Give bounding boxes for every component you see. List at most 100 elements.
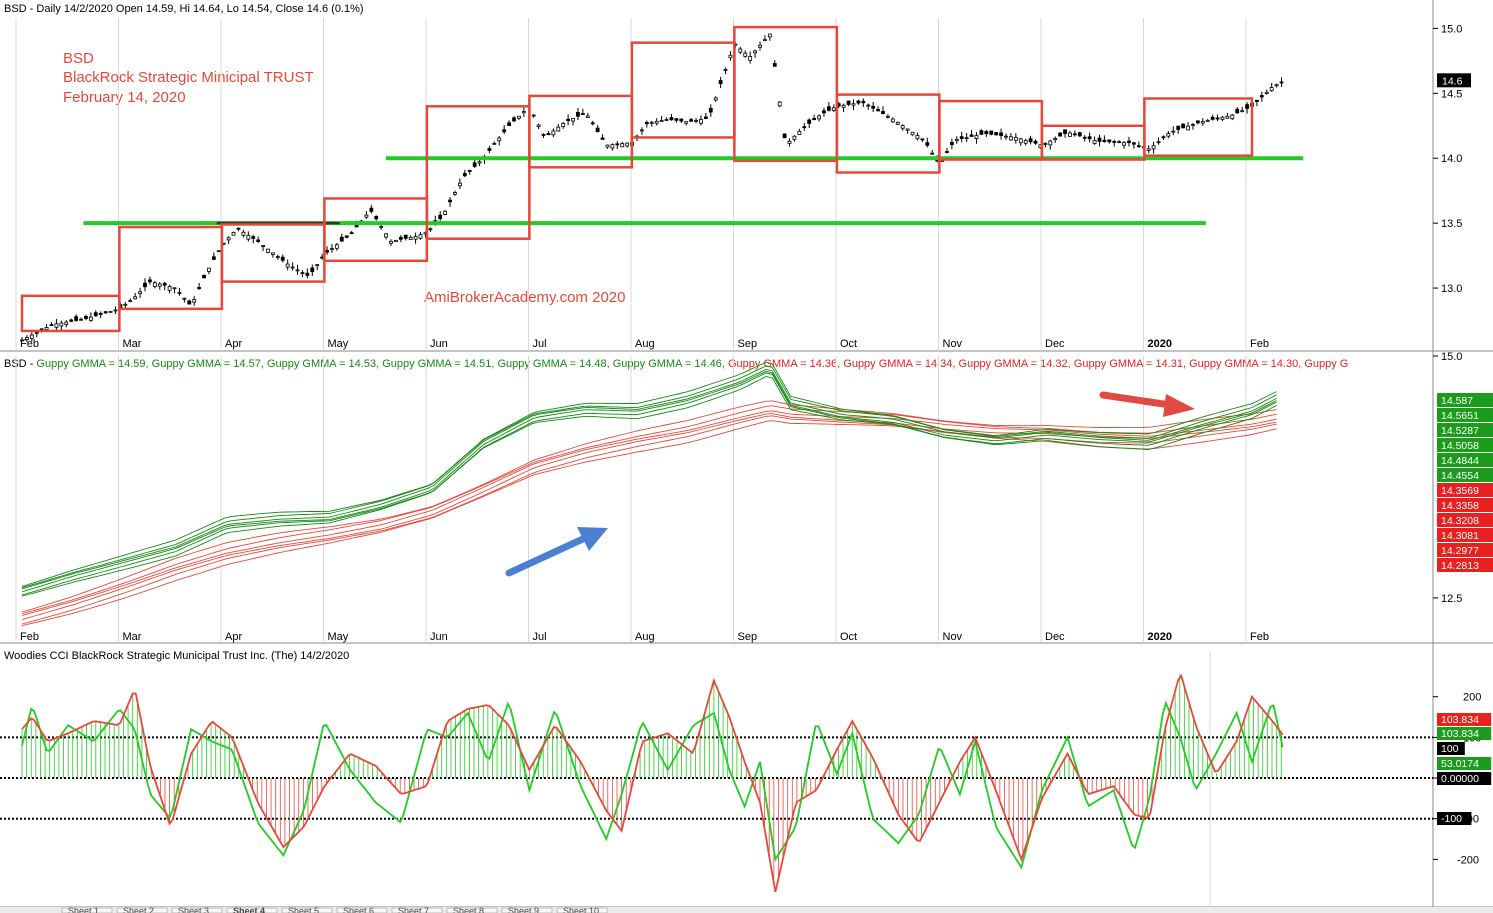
price-candle-body	[792, 135, 797, 140]
price-month-label: Oct	[840, 338, 857, 350]
price-candle-body	[1072, 133, 1077, 136]
price-candle-body	[305, 272, 310, 276]
price-candle-body	[777, 101, 782, 107]
price-candle-body	[1166, 133, 1171, 137]
price-candle-body	[157, 283, 162, 287]
price-candle-body	[1176, 125, 1181, 130]
price-candle-body	[300, 272, 305, 275]
sheet-tab-label: Sheet 4	[233, 906, 265, 913]
price-candle-body	[664, 119, 669, 121]
price-candle-body	[1097, 137, 1102, 142]
price-candle-body	[659, 120, 664, 122]
sheet-tab	[556, 907, 608, 913]
price-candle-body	[261, 244, 265, 247]
price-candle-body	[556, 126, 561, 132]
price-candle-body	[1122, 142, 1126, 146]
price-candle-body	[900, 125, 905, 129]
price-candle-body	[521, 111, 526, 114]
price-candle-body	[477, 161, 482, 164]
gmma-title-item: Guppy GMMA = 14.34,	[843, 358, 958, 370]
gmma-month-label: Feb	[1250, 631, 1269, 643]
sheet-tab-bar: Sheet 1 Sheet 2 Sheet 3 Sheet 4 Sheet 5 Sheet…	[0, 906, 1493, 913]
annotation-ticker: BSD	[63, 50, 94, 67]
price-candle-body	[280, 256, 285, 261]
price-candle-body	[886, 115, 890, 118]
price-candle-body	[994, 132, 999, 136]
cci-value-label: 0.00000	[1441, 773, 1479, 785]
gmma-title-item: Guppy GMMA = 14.32,	[959, 358, 1074, 370]
price-candle-body	[1117, 141, 1122, 144]
price-candle-body	[610, 144, 615, 149]
price-candle-body	[1255, 99, 1259, 103]
price-candle-body	[448, 199, 452, 203]
price-candle-body	[1161, 136, 1166, 139]
price-candle-body	[615, 143, 620, 146]
blue-arrow-shaft	[505, 534, 589, 577]
price-candle-body	[699, 119, 703, 124]
price-candle-body	[182, 297, 187, 300]
price-month-label: Jul	[533, 338, 547, 350]
price-candle-body	[782, 133, 787, 139]
price-candle-body	[1186, 125, 1190, 131]
gmma-value-label: 14.5058	[1441, 440, 1479, 452]
price-candle-body	[443, 210, 448, 215]
price-candle-body	[718, 80, 723, 85]
price-candle-body	[502, 129, 507, 133]
price-candle-body	[1009, 136, 1013, 141]
price-candle-body	[546, 132, 551, 136]
price-candle-body	[369, 207, 374, 212]
gmma-value-label: 14.3208	[1441, 515, 1479, 527]
cci-value-label: 100	[1441, 743, 1459, 755]
price-candle-body	[846, 100, 851, 105]
sheet-tab	[391, 907, 443, 913]
price-range-box-3	[323, 197, 429, 263]
cci-value-badge	[1437, 757, 1492, 770]
price-candle-body	[684, 121, 689, 124]
price-candle-body	[394, 239, 398, 243]
gmma-value-badge	[1437, 528, 1493, 542]
price-candle-body	[226, 237, 231, 241]
gmma-value-label: 14.2977	[1441, 545, 1479, 557]
gmma-value-label: 14.3358	[1441, 500, 1479, 512]
price-candle-body	[59, 322, 64, 327]
price-ytick-label: 14.0	[1441, 153, 1462, 165]
price-range-box-0	[20, 294, 121, 333]
price-candle-body	[856, 100, 861, 104]
gmma-value-label: 14.4844	[1441, 455, 1479, 467]
price-candle-body	[723, 69, 728, 71]
gmma-value-badge	[1437, 393, 1493, 407]
sheet-tab	[116, 907, 168, 913]
gmma-value-badge	[1437, 408, 1493, 422]
price-candle-body	[984, 131, 989, 135]
sheet-tab-label: Sheet 2	[123, 906, 154, 913]
gmma-title-item: Guppy GMMA = 14.30,	[1189, 358, 1304, 370]
red-arrow-shaft	[1099, 391, 1174, 409]
price-candle-body	[79, 318, 83, 321]
price-candle-body	[103, 311, 108, 314]
price-candle-body	[88, 316, 93, 321]
price-candle-body	[1210, 116, 1215, 120]
gmma-value-label: 14.5287	[1441, 425, 1479, 437]
price-candle-body	[512, 117, 516, 122]
price-candle-body	[1102, 139, 1107, 143]
price-candle-body	[1146, 148, 1151, 151]
red-arrow-head	[1163, 394, 1195, 417]
price-candle-body	[669, 117, 674, 121]
price-candle-body	[285, 263, 290, 268]
price-candle-body	[831, 107, 836, 111]
price-candle-body	[876, 109, 880, 112]
price-candle-body	[566, 118, 571, 121]
last-close-badge	[1437, 73, 1471, 88]
price-candle-body	[605, 144, 610, 148]
gmma-long-ema-2	[21, 413, 1277, 621]
price-candle-body	[674, 118, 679, 121]
price-candle-body	[467, 170, 472, 172]
price-candle-body	[797, 130, 802, 135]
price-candle-body	[654, 120, 659, 124]
price-month-label: Feb	[20, 338, 39, 350]
price-month-label: Mar	[123, 338, 142, 350]
sheet-tab-label: Sheet 3	[178, 906, 209, 913]
gmma-month-label: May	[328, 631, 349, 643]
cci-main-line	[21, 673, 1284, 893]
price-candle-body	[989, 130, 994, 135]
